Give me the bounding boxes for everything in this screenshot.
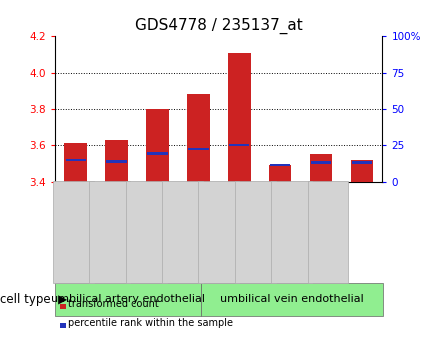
- Bar: [187, 94, 210, 182]
- Bar: [65, 159, 86, 161]
- Text: percentile rank within the sample: percentile rank within the sample: [68, 318, 233, 328]
- Text: GSM1063399: GSM1063399: [178, 197, 187, 267]
- Bar: [146, 109, 169, 182]
- Bar: [351, 160, 373, 182]
- Bar: [352, 161, 372, 164]
- Text: GSM1063398: GSM1063398: [141, 197, 151, 267]
- Bar: [105, 140, 128, 182]
- Bar: [107, 160, 127, 163]
- Text: transformed count: transformed count: [68, 299, 159, 309]
- Text: umbilical vein endothelial: umbilical vein endothelial: [220, 294, 363, 305]
- Text: GSM1063405: GSM1063405: [214, 197, 224, 267]
- Bar: [229, 144, 249, 146]
- Text: cell type  ▶: cell type ▶: [0, 293, 67, 306]
- Bar: [65, 143, 87, 182]
- Bar: [228, 53, 251, 181]
- Title: GDS4778 / 235137_at: GDS4778 / 235137_at: [135, 17, 303, 33]
- Bar: [270, 164, 290, 166]
- Bar: [311, 161, 331, 164]
- Text: GSM1063408: GSM1063408: [323, 197, 333, 267]
- Text: GSM1063396: GSM1063396: [68, 197, 79, 267]
- Bar: [310, 154, 332, 182]
- Text: GSM1063397: GSM1063397: [105, 197, 115, 267]
- Bar: [269, 165, 292, 182]
- Text: umbilical artery endothelial: umbilical artery endothelial: [51, 294, 205, 305]
- Bar: [188, 148, 209, 150]
- Text: GSM1063406: GSM1063406: [250, 197, 260, 267]
- Bar: [147, 152, 167, 155]
- Text: GSM1063407: GSM1063407: [286, 197, 297, 267]
